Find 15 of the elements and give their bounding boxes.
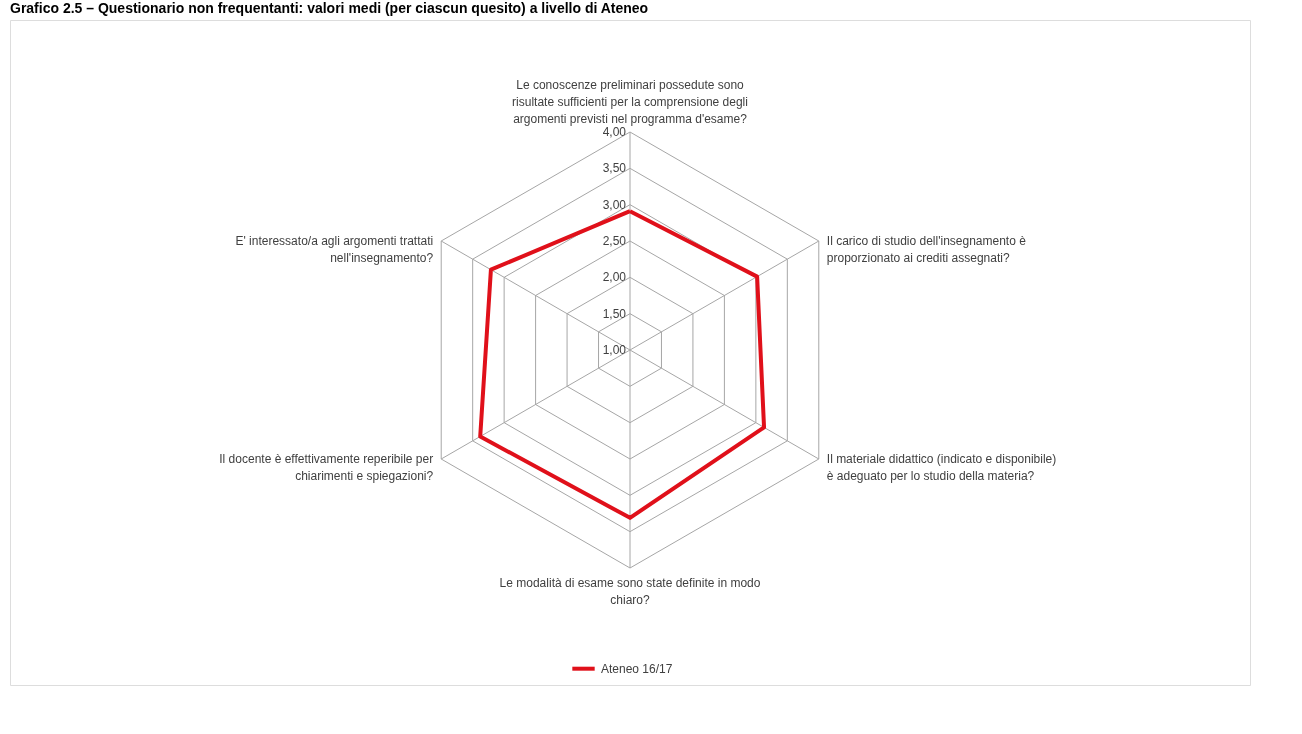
spoke-label: E' interessato/a agli argomenti trattati nell'insegnamento?	[235, 234, 434, 265]
legend-label: Ateneo 16/17	[601, 661, 673, 676]
y-tick-label: 4,00	[602, 125, 627, 139]
chart-title: Grafico 2.5 – Questionario non frequentanti: valori medi (per ciascun quesito) a livello di Ateneo	[10, 0, 649, 16]
spoke-label: Le conoscenze preliminari possedute sono risultate sufficienti per la comprensione degli argomenti previsti nel programma d'esame?	[512, 78, 748, 126]
y-tick-label: 2,50	[602, 234, 627, 248]
y-tick-label: 3,50	[602, 161, 627, 176]
y-tick-label: 2,00	[602, 270, 627, 285]
y-tick-label: 1,00	[602, 343, 627, 357]
spoke-label: Il carico di studio dell'insegnamento è proporzionato ai crediti assegnati?	[826, 234, 1027, 265]
spoke-label: Il materiale didattico (indicato e disponibile) è adeguato per lo studio della materia?	[826, 452, 1057, 483]
y-tick-label: 1,50	[602, 306, 627, 321]
spoke-label: Le modalità di esame sono state definite in modo chiaro?	[499, 576, 761, 607]
spoke-label: Il docente è effettivamente reperibile per chiarimenti e spiegazioni?	[219, 452, 434, 483]
y-tick-label: 3,00	[602, 197, 627, 212]
